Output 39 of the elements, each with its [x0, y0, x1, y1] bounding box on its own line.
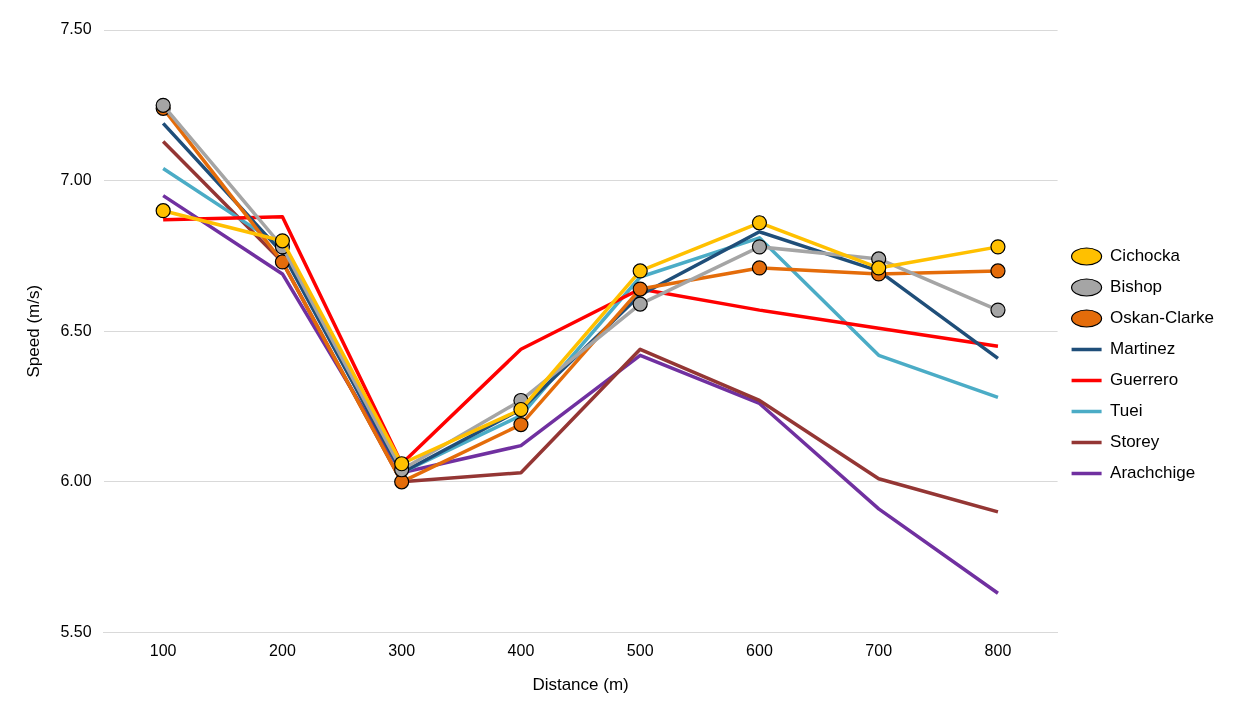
- legend-label: Storey: [1110, 432, 1160, 452]
- y-axis-title: Speed (m/s): [23, 284, 43, 378]
- point: [751, 260, 768, 276]
- x-tick-label: 100: [149, 642, 177, 660]
- y-tick-label: 5.50: [60, 622, 92, 640]
- x-tick-label: 400: [507, 642, 535, 660]
- y-tick-label: 7.50: [60, 20, 92, 38]
- point: [513, 401, 529, 418]
- y-tick-label: 6.00: [60, 472, 92, 490]
- point: [274, 254, 291, 270]
- x-tick-label: 500: [626, 642, 654, 660]
- point: [871, 260, 887, 276]
- point: [632, 263, 648, 279]
- x-tick-label: 800: [984, 642, 1012, 660]
- legend-label: Cichocka: [1110, 246, 1181, 266]
- x-axis-title: Distance (m): [532, 675, 629, 695]
- point: [394, 456, 410, 472]
- legend-label: Oskan-Clarke: [1110, 308, 1214, 328]
- point: [632, 281, 648, 297]
- point: [155, 203, 171, 219]
- point: [632, 296, 648, 312]
- legend-label: Arachchige: [1110, 463, 1196, 483]
- point: [990, 239, 1006, 255]
- point: [513, 416, 529, 433]
- legend-label: Guerrero: [1110, 370, 1179, 390]
- x-tick-label: 600: [746, 642, 773, 660]
- point: [751, 239, 768, 255]
- point: [274, 233, 291, 249]
- legend-label: Tuei: [1110, 401, 1143, 421]
- point: [990, 263, 1006, 279]
- x-tick-label: 700: [865, 642, 893, 660]
- point: [751, 215, 768, 231]
- x-tick-label: 200: [269, 642, 296, 660]
- y-tick-label: 6.50: [60, 321, 92, 339]
- legend-label: Bishop: [1110, 277, 1163, 297]
- y-tick-label: 7.00: [60, 171, 92, 189]
- legend-label: Martinez: [1110, 339, 1176, 359]
- point: [990, 302, 1006, 318]
- x-tick-label: 300: [388, 642, 416, 660]
